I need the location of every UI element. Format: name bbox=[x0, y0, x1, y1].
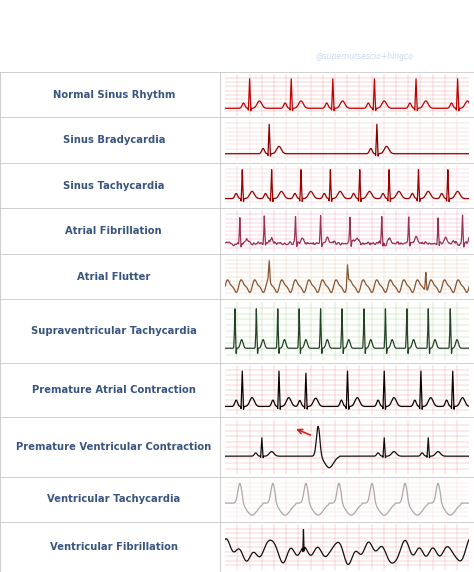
Text: Supraventricular Tachycardia: Supraventricular Tachycardia bbox=[31, 326, 197, 336]
Text: @supernursescio+hingco: @supernursescio+hingco bbox=[316, 51, 414, 61]
Text: Premature Ventricular Contraction: Premature Ventricular Contraction bbox=[16, 442, 211, 452]
Text: Normal Sinus Rhythm: Normal Sinus Rhythm bbox=[53, 90, 175, 100]
Text: Atrial Fibrillation: Atrial Fibrillation bbox=[65, 226, 162, 236]
Text: Premature Atrial Contraction: Premature Atrial Contraction bbox=[32, 385, 196, 395]
Text: Sinus Bradycardia: Sinus Bradycardia bbox=[63, 135, 165, 145]
Text: Ventricular Tachycardia: Ventricular Tachycardia bbox=[47, 494, 181, 505]
Text: Sinus Tachycardia: Sinus Tachycardia bbox=[63, 181, 164, 190]
Text: EKG Interpretation: EKG Interpretation bbox=[104, 17, 370, 41]
Text: Atrial Flutter: Atrial Flutter bbox=[77, 272, 150, 281]
Text: Ventricular Fibrillation: Ventricular Fibrillation bbox=[50, 542, 178, 552]
